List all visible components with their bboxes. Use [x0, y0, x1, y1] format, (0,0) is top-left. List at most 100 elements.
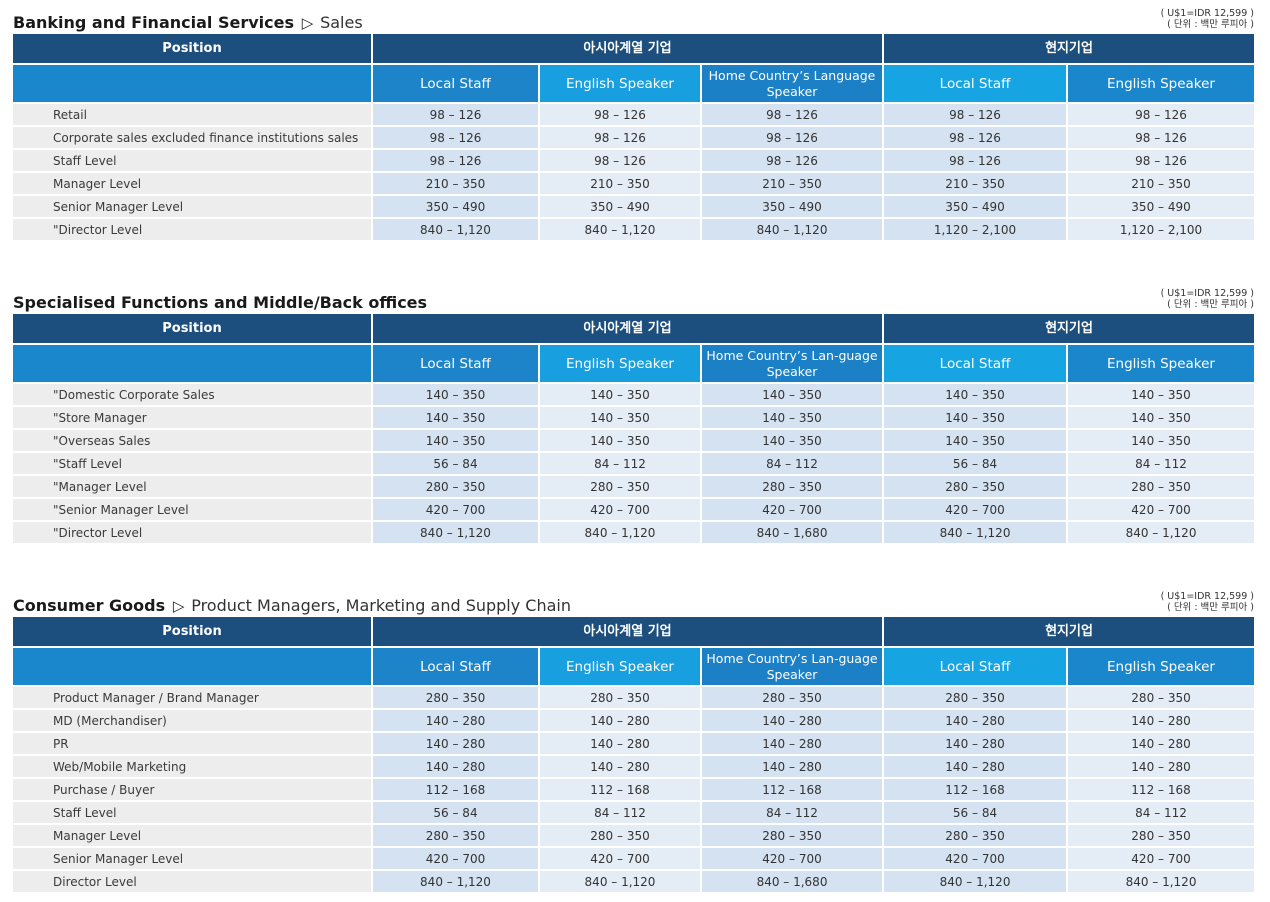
table-row: Corporate sales excluded finance institu… [13, 125, 1255, 149]
salary-range-cell: 140 – 280 [371, 708, 539, 732]
english-speaker-header: English Speaker [1066, 648, 1255, 686]
triangle-right-icon: ▷ [296, 14, 319, 32]
salary-range-cell: 420 – 700 [699, 846, 884, 870]
salary-range-cell: 84 – 112 [538, 800, 701, 824]
exchange-rate-note: ( U$1=IDR 12,599 ) [1160, 591, 1254, 602]
salary-range-cell: 840 – 1,120 [1066, 520, 1255, 543]
position-header: Position [13, 314, 372, 343]
header-row-groups: Position 아시아계열 기업 현지기업 [13, 34, 1255, 63]
table-row: Retail 98 – 126 98 – 126 98 – 126 98 – 126 98… [13, 102, 1255, 126]
position-cell: Senior Manager Level [13, 194, 372, 218]
header-row-columns: Local Staff English Speaker Home Country’s… [13, 65, 1255, 103]
salary-range-cell: 350 – 490 [1066, 194, 1255, 218]
salary-range-cell: 1,120 – 2,100 [1066, 217, 1255, 240]
salary-range-cell: 280 – 350 [699, 823, 884, 847]
section-subtitle: Product Managers, Marketing and Supply C… [191, 596, 572, 615]
header-row-columns: Local Staff English Speaker Home Country’s… [13, 648, 1255, 686]
salary-range-cell: 84 – 112 [699, 800, 884, 824]
salary-range-cell: 350 – 490 [371, 194, 539, 218]
salary-range-cell: 140 – 350 [882, 382, 1068, 406]
table-row: "Manager Level 280 – 350 280 – 350 280 – 35… [13, 474, 1255, 498]
table-row: Staff Level 56 – 84 84 – 112 84 – 112 56 – 8… [13, 800, 1255, 824]
salary-range-cell: 210 – 350 [371, 171, 539, 195]
salary-range-cell: 140 – 280 [1066, 754, 1255, 778]
section-title: Consumer Goods ▷ Product Managers, Marke… [13, 596, 571, 615]
salary-range-cell: 98 – 126 [371, 125, 539, 149]
salary-range-cell: 98 – 126 [882, 125, 1068, 149]
header-row-groups: Position 아시아계열 기업 현지기업 [13, 617, 1255, 646]
salary-range-cell: 112 – 168 [1066, 777, 1255, 801]
salary-range-cell: 140 – 350 [538, 405, 701, 429]
salary-range-cell: 420 – 700 [882, 846, 1068, 870]
section-heading: Banking and Financial Services ▷ Sales ( … [13, 8, 1254, 34]
local-staff-header: Local Staff [882, 345, 1068, 383]
salary-range-cell: 98 – 126 [699, 148, 884, 172]
unit-note: ( 단위 : 백만 루피아 ) [1167, 602, 1254, 613]
salary-range-cell: 280 – 350 [1066, 685, 1255, 709]
salary-range-cell: 84 – 112 [1066, 451, 1255, 475]
salary-range-cell: 112 – 168 [699, 777, 884, 801]
home-country-language-header: Home Country’s Language Speaker [699, 65, 884, 103]
salary-range-cell: 140 – 280 [371, 754, 539, 778]
salary-range-cell: 420 – 700 [1066, 497, 1255, 521]
table-row: Manager Level 280 – 350 280 – 350 280 – 350… [13, 823, 1255, 847]
salary-table: Position 아시아계열 기업 현지기업 Local Staff English S… [13, 314, 1255, 543]
salary-range-cell: 140 – 350 [699, 382, 884, 406]
salary-range-cell: 840 – 1,120 [538, 520, 701, 543]
salary-range-cell: 112 – 168 [371, 777, 539, 801]
local-company-group-header: 현지기업 [882, 314, 1255, 343]
salary-range-cell: 140 – 350 [538, 428, 701, 452]
salary-range-cell: 350 – 490 [882, 194, 1068, 218]
table-row: "Staff Level 56 – 84 84 – 112 84 – 112 56 – … [13, 451, 1255, 475]
position-cell: Purchase / Buyer [13, 777, 372, 801]
table-row: MD (Merchandiser) 140 – 280 140 – 280 140 –… [13, 708, 1255, 732]
currency-note: ( U$1=IDR 12,599 )( 단위 : 백만 루피아 ) [1161, 591, 1254, 613]
salary-range-cell: 420 – 700 [371, 846, 539, 870]
salary-range-cell: 280 – 350 [1066, 823, 1255, 847]
salary-range-cell: 112 – 168 [882, 777, 1068, 801]
salary-range-cell: 840 – 1,120 [371, 869, 539, 892]
salary-range-cell: 420 – 700 [882, 497, 1068, 521]
salary-range-cell: 840 – 1,120 [538, 869, 701, 892]
local-company-group-header: 현지기업 [882, 617, 1255, 646]
position-subheader [13, 345, 372, 383]
local-staff-header: Local Staff [371, 345, 539, 383]
local-company-group-header: 현지기업 [882, 34, 1255, 63]
salary-range-cell: 98 – 126 [371, 102, 539, 126]
table-row: "Director Level 840 – 1,120 840 – 1,120 840… [13, 520, 1255, 543]
salary-range-cell: 840 – 1,120 [699, 217, 884, 240]
section-title: Specialised Functions and Middle/Back of… [13, 293, 427, 312]
salary-range-cell: 280 – 350 [371, 823, 539, 847]
salary-range-cell: 140 – 280 [699, 731, 884, 755]
unit-note: ( 단위 : 백만 루피아 ) [1167, 299, 1254, 310]
salary-range-cell: 280 – 350 [882, 823, 1068, 847]
salary-range-cell: 210 – 350 [538, 171, 701, 195]
table-row: Manager Level 210 – 350 210 – 350 210 – 350… [13, 171, 1255, 195]
salary-range-cell: 280 – 350 [699, 685, 884, 709]
salary-range-cell: 140 – 280 [538, 754, 701, 778]
salary-range-cell: 280 – 350 [538, 474, 701, 498]
position-header: Position [13, 34, 372, 63]
salary-range-cell: 280 – 350 [538, 685, 701, 709]
position-cell: Senior Manager Level [13, 846, 372, 870]
section-title-main: Banking and Financial Services [13, 13, 294, 32]
unit-note: ( 단위 : 백만 루피아 ) [1167, 19, 1254, 30]
table-row: "Store Manager 140 – 350 140 – 350 140 – 35… [13, 405, 1255, 429]
table-row: Director Level 840 – 1,120 840 – 1,120 840 … [13, 869, 1255, 892]
table-row: "Senior Manager Level 420 – 700 420 – 700 4… [13, 497, 1255, 521]
salary-range-cell: 840 – 1,120 [882, 869, 1068, 892]
salary-range-cell: 420 – 700 [371, 497, 539, 521]
salary-range-cell: 1,120 – 2,100 [882, 217, 1068, 240]
salary-range-cell: 840 – 1,120 [538, 217, 701, 240]
position-cell: "Manager Level [13, 474, 372, 498]
salary-range-cell: 350 – 490 [699, 194, 884, 218]
salary-range-cell: 280 – 350 [882, 685, 1068, 709]
position-cell: "Director Level [13, 520, 372, 543]
salary-range-cell: 140 – 350 [882, 428, 1068, 452]
table-row: Purchase / Buyer 112 – 168 112 – 168 112 – … [13, 777, 1255, 801]
table-row: Senior Manager Level 420 – 700 420 – 700 42… [13, 846, 1255, 870]
triangle-right-icon: ▷ [168, 597, 190, 615]
salary-range-cell: 280 – 350 [882, 474, 1068, 498]
section-heading: Specialised Functions and Middle/Back of… [13, 288, 1254, 314]
exchange-rate-note: ( U$1=IDR 12,599 ) [1160, 8, 1254, 19]
